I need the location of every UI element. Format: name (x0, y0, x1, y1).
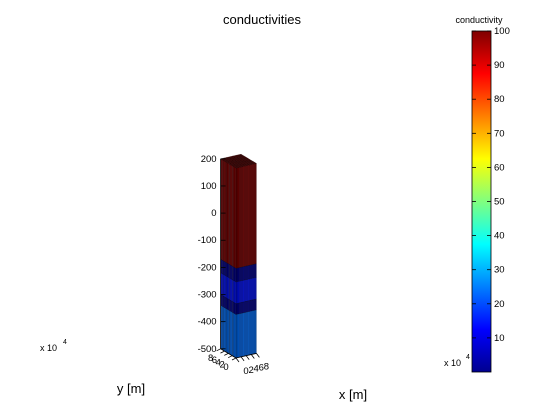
colorbar-tick-label: 20 (494, 299, 505, 310)
x-tick (245, 355, 250, 360)
layered-block (219, 153, 258, 359)
colorbar-tick-label: 40 (494, 231, 505, 242)
colorbar-label: conductivity (455, 15, 503, 25)
y-tick-label: 8 (208, 353, 213, 364)
y-tick-label: 4 (216, 357, 221, 368)
colorbar-tick-label: 90 (494, 60, 505, 71)
y-tick (216, 348, 221, 352)
layer-5-front-cell (255, 309, 257, 354)
x-tick (250, 354, 255, 359)
y-tick (220, 350, 225, 354)
x-tick-label: 6 (259, 363, 264, 374)
y-multiplier: x 10 (40, 343, 57, 353)
layer-1-front-cell (255, 163, 257, 265)
colorbar-tick-label: 30 (494, 265, 505, 276)
x-axis-label: x [m] (339, 387, 367, 402)
y-tick-label: 0 (223, 362, 228, 373)
x-tick (240, 356, 245, 362)
z-tick-label: -200 (198, 262, 217, 273)
z-tick-label: -400 (198, 317, 217, 328)
colorbar: 10 20 30 40 50 60 70 80 90 100 (471, 26, 510, 373)
y-tick (231, 357, 237, 361)
colorbar-tick-label: 60 (494, 162, 505, 173)
x-tick-label: 2 (248, 365, 253, 376)
layer-4-front-cell (255, 298, 257, 311)
y-multiplier-exponent: 4 (63, 339, 67, 346)
z-tick-label: -300 (198, 290, 217, 301)
z-tick-label: -100 (198, 235, 217, 246)
z-tick-label: 0 (211, 208, 216, 219)
z-tick-label: 200 (201, 154, 217, 165)
x-tick (256, 353, 260, 358)
layer-3-front-cell (255, 277, 257, 300)
x-multiplier: x 10 (444, 358, 461, 368)
y-tick-label: 2 (220, 360, 225, 371)
z-tick-label: 100 (201, 181, 217, 192)
colorbar-tick-label: 80 (494, 94, 505, 105)
layer-2-front-cell (255, 263, 257, 278)
x-multiplier-exponent: 4 (466, 354, 470, 361)
colorbar-tick-label: 10 (494, 333, 505, 344)
x-tick-label: 4 (254, 364, 259, 375)
y-tick (227, 355, 233, 359)
chart-title: conductivities (223, 12, 302, 27)
colorbar-tick-label: 100 (494, 26, 510, 37)
y-tick (224, 353, 229, 356)
colorbar-tick-label: 70 (494, 128, 505, 139)
z-tick-label: -500 (198, 344, 217, 355)
y-tick-label: 6 (212, 355, 217, 366)
top-face-cell (239, 153, 243, 156)
x-tick-label: 8 (264, 361, 269, 372)
colorbar-tick-label: 50 (494, 197, 505, 208)
x-tick-label: 0 (243, 366, 248, 377)
x-tick (235, 357, 240, 363)
y-axis-label: y [m] (117, 381, 145, 396)
